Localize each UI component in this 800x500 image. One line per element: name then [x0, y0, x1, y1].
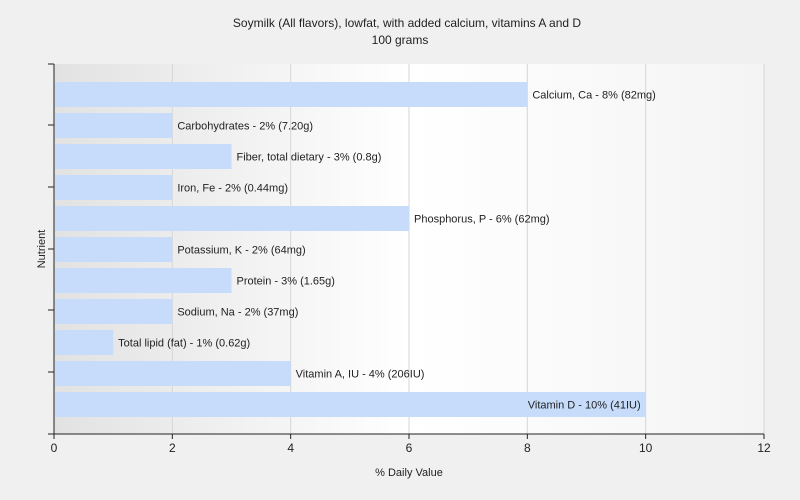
x-tick-label: 2 — [169, 441, 176, 455]
bar — [55, 299, 173, 324]
x-tick-label: 4 — [287, 441, 294, 455]
x-tick-label: 0 — [51, 441, 58, 455]
bar-label: Vitamin A, IU - 4% (206IU) — [296, 369, 425, 381]
bar-label: Vitamin D - 10% (41IU) — [528, 400, 641, 412]
bar-label: Phosphorus, P - 6% (62mg) — [414, 214, 550, 226]
bar-label: Carbohydrates - 2% (7.20g) — [177, 121, 313, 133]
bar — [55, 113, 173, 138]
bar — [55, 361, 291, 386]
x-tick-label: 6 — [406, 441, 413, 455]
bar — [55, 392, 646, 417]
bar-label: Fiber, total dietary - 3% (0.8g) — [237, 152, 382, 164]
bar — [55, 237, 173, 262]
bar — [55, 330, 114, 355]
x-axis-label: % Daily Value — [375, 467, 443, 479]
x-tick-label: 12 — [757, 441, 771, 455]
y-axis-label: Nutrient — [36, 230, 48, 269]
bar — [55, 268, 232, 293]
bar-label: Calcium, Ca - 8% (82mg) — [532, 90, 655, 102]
chart-title: Soymilk (All flavors), lowfat, with adde… — [233, 16, 581, 30]
x-tick-label: 8 — [524, 441, 531, 455]
bar — [55, 175, 173, 200]
bars: Calcium, Ca - 8% (82mg) Carbohydrates - 2… — [55, 82, 656, 417]
bar-label: Protein - 3% (1.65g) — [237, 276, 335, 288]
bar-label: Sodium, Na - 2% (37mg) — [177, 307, 298, 319]
bar — [55, 206, 409, 231]
ticks: 0 2 4 6 8 10 12 — [48, 63, 771, 455]
bar-label: Iron, Fe - 2% (0.44mg) — [177, 183, 288, 195]
chart-subtitle: 100 grams — [372, 33, 429, 47]
bar-label: Potassium, K - 2% (64mg) — [177, 245, 305, 257]
bar-label: Total lipid (fat) - 1% (0.62g) — [118, 338, 250, 350]
x-tick-label: 10 — [639, 441, 653, 455]
bar — [55, 82, 528, 107]
bar — [55, 144, 232, 169]
